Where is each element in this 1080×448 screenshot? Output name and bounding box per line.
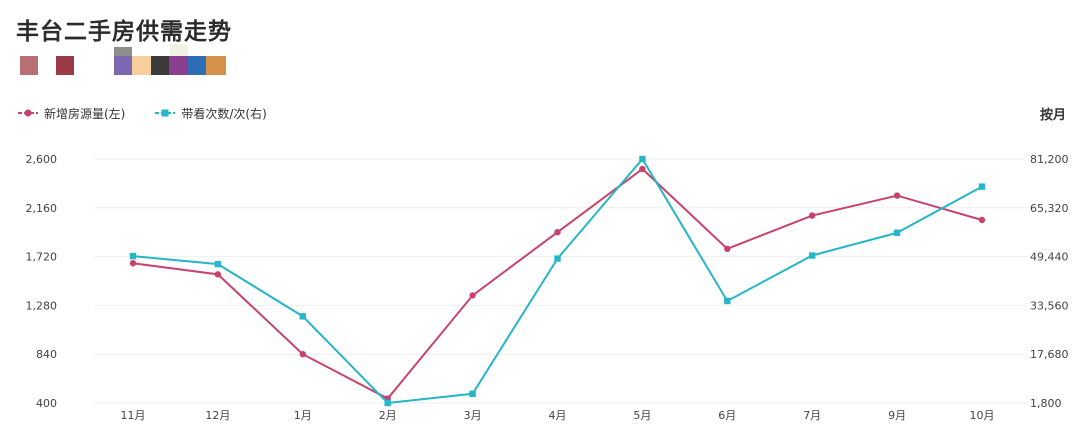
data-point-viewings	[214, 260, 222, 268]
y-left-tick-label: 2,160	[26, 202, 58, 215]
palette-swatch	[188, 56, 206, 75]
data-point-viewings	[554, 255, 561, 262]
y-right-tick-label: 65,320	[1030, 202, 1069, 215]
palette-swatch	[20, 56, 38, 75]
y-right-tick-label: 81,200	[1030, 153, 1069, 166]
series-line-listings	[132, 167, 983, 400]
legend-label-listings: 新增房源量(左)	[44, 106, 126, 121]
x-tick-label: 9月	[888, 409, 906, 422]
x-tick-label: 11月	[121, 409, 146, 422]
y-right-tick-label: 17,680	[1030, 348, 1069, 361]
data-point-viewings	[724, 297, 731, 305]
x-tick-label: 7月	[803, 409, 821, 422]
y-left-tick-label: 1,720	[26, 251, 58, 264]
data-point-listings	[469, 292, 476, 299]
x-tick-label: 4月	[549, 409, 567, 422]
x-tick-label: 10月	[970, 409, 995, 422]
y-right-tick-label: 33,560	[1030, 299, 1069, 312]
data-point-viewings	[129, 252, 137, 260]
data-point-listings	[639, 165, 646, 173]
data-point-listings	[893, 192, 901, 199]
y-left-tick-label: 1,280	[26, 299, 58, 312]
data-point-viewings	[809, 252, 816, 259]
x-tick-label: 2月	[379, 409, 397, 422]
y-left-tick-label: 2,600	[26, 153, 58, 166]
y-left-tick-label: 400	[36, 397, 57, 410]
palette-swatch	[114, 47, 132, 56]
data-point-viewings	[299, 313, 306, 320]
x-tick-label: 3月	[464, 409, 482, 422]
legend: 新增房源量(左) 带看次数/次(右)	[18, 104, 297, 122]
data-point-listings	[129, 260, 137, 267]
legend-marker-listings-icon	[18, 109, 38, 117]
x-tick-label: 1月	[294, 409, 312, 422]
data-point-listings	[214, 271, 222, 278]
palette-swatch	[132, 56, 151, 75]
data-point-listings	[978, 216, 986, 224]
data-point-listings	[724, 245, 731, 253]
chart-title: 丰台二手房供需走势	[16, 19, 232, 45]
legend-item-listings[interactable]: 新增房源量(左)	[18, 105, 125, 122]
data-point-listings	[299, 351, 306, 358]
data-point-viewings	[978, 183, 986, 190]
color-palette	[0, 0, 240, 80]
y-left-tick-label: 840	[36, 348, 57, 361]
data-point-viewings	[639, 155, 646, 163]
period-toggle-monthly[interactable]: 按月	[1039, 108, 1066, 123]
legend-marker-viewings-icon	[155, 109, 176, 117]
data-point-listings	[809, 212, 816, 219]
x-tick-label: 5月	[633, 409, 651, 422]
x-tick-label: 12月	[205, 409, 230, 422]
data-point-viewings	[893, 229, 901, 236]
data-point-viewings	[469, 390, 476, 397]
data-point-viewings	[384, 399, 391, 407]
x-tick-label: 6月	[718, 409, 736, 422]
palette-swatch	[169, 56, 188, 75]
legend-label-viewings: 带看次数/次(右)	[181, 106, 267, 121]
palette-swatch	[151, 56, 169, 75]
series-line-viewings	[132, 157, 983, 405]
palette-swatch	[114, 56, 132, 75]
palette-swatch	[206, 56, 226, 75]
y-right-tick-label: 49,440	[1030, 251, 1069, 264]
legend-item-viewings[interactable]: 带看次数/次(右)	[155, 105, 267, 122]
palette-swatch	[170, 44, 188, 56]
data-point-listings	[554, 229, 561, 236]
palette-swatch	[56, 56, 74, 75]
y-right-tick-label: 1,800	[1030, 397, 1062, 410]
